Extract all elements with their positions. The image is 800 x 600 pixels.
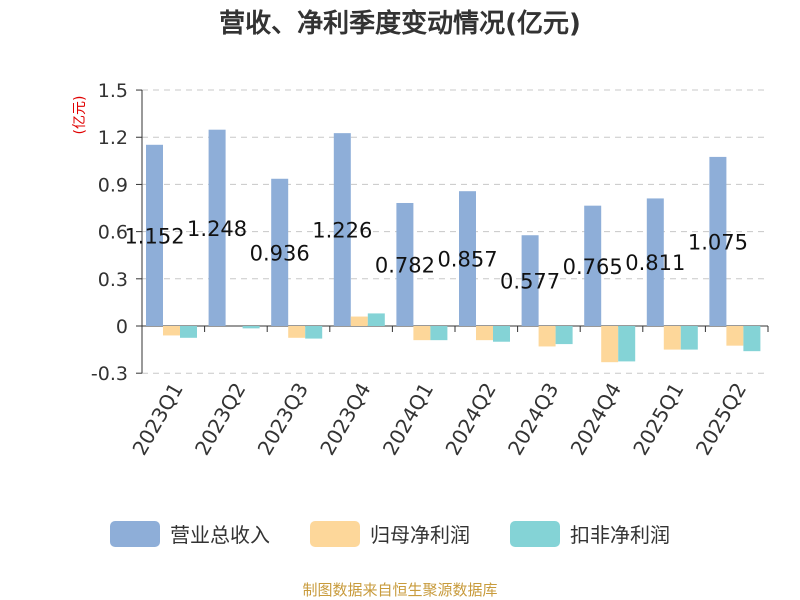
legend-item: 归母净利润 [310, 521, 470, 547]
y-tick-label: -0.3 [91, 363, 128, 385]
bars [146, 129, 761, 363]
data-label: 0.782 [375, 253, 435, 277]
deducted-profit-bar [493, 326, 510, 342]
chart-title: 营收、净利季度变动情况(亿元) [219, 8, 581, 39]
revenue-bar [271, 178, 289, 326]
deducted-profit-bar [555, 326, 573, 345]
net-profit-bar [726, 326, 744, 346]
data-label: 1.075 [688, 230, 748, 254]
x-tick-label: 2025Q2 [691, 379, 751, 460]
revenue-bar [459, 191, 476, 326]
legend-item: 营业总收入 [110, 521, 270, 547]
legend-label: 归母净利润 [370, 523, 470, 547]
legend-label: 扣非净利润 [570, 523, 670, 547]
y-tick-label: 0 [116, 316, 128, 338]
legend-item: 扣非净利润 [510, 521, 670, 547]
net-profit-bar [663, 326, 681, 350]
y-axis-ticks: 1.5 1.2 0.9 0.6 0.3 0 -0.3 [91, 80, 142, 385]
net-profit-bar [163, 326, 180, 336]
x-tick-label: 2023Q4 [315, 379, 375, 460]
deducted-profit-bar [367, 313, 385, 326]
revenue-bar [396, 202, 414, 326]
data-label: 0.857 [437, 248, 497, 272]
x-tick-label: 2024Q4 [566, 379, 626, 460]
net-profit-bar [601, 326, 619, 363]
x-tick-label: 2023Q1 [127, 379, 187, 460]
data-label: 0.936 [250, 241, 310, 265]
source-note: 制图数据来自恒生聚源数据库 [302, 581, 497, 599]
x-tick-label: 2025Q1 [628, 379, 688, 460]
net-profit-bar [476, 326, 493, 341]
legend-swatch [310, 521, 360, 547]
legend-label: 营业总收入 [170, 523, 270, 547]
y-axis-unit-label: (亿元) [72, 96, 88, 135]
deducted-profit-bar [180, 326, 197, 338]
deducted-profit-bar [680, 326, 698, 350]
x-tick-label: 2023Q2 [190, 379, 250, 460]
deducted-profit-bar [430, 326, 448, 341]
data-label: 0.765 [563, 255, 623, 279]
deducted-profit-bar [743, 326, 761, 352]
y-tick-label: 0.6 [98, 222, 128, 244]
data-label: 1.226 [312, 219, 372, 243]
deducted-profit-bar [618, 326, 636, 362]
y-tick-label: 0.3 [98, 269, 128, 291]
x-tick-label: 2024Q1 [378, 379, 438, 460]
y-tick-label: 1.2 [98, 127, 128, 149]
data-label: 1.152 [124, 224, 184, 248]
net-profit-bar [538, 326, 556, 347]
revenue-bar [521, 235, 539, 326]
grid-lines [142, 89, 768, 374]
revenue-bar [709, 156, 727, 326]
y-tick-label: 0.9 [98, 174, 128, 196]
data-label: 1.248 [187, 217, 247, 241]
data-label: 0.577 [500, 270, 560, 294]
y-tick-label: 1.5 [98, 80, 128, 102]
deducted-profit-bar [305, 326, 323, 339]
net-profit-bar [288, 326, 306, 338]
revenue-bar [146, 144, 163, 326]
x-tick-label: 2024Q2 [440, 379, 500, 460]
legend-swatch [110, 521, 160, 547]
net-profit-bar [350, 316, 368, 326]
revenue-bar [208, 129, 226, 326]
legend-swatch [510, 521, 560, 547]
x-tick-label: 2023Q3 [253, 379, 313, 460]
legend: 营业总收入 归母净利润 扣非净利润 [110, 521, 670, 547]
x-tick-label: 2024Q3 [503, 379, 563, 460]
revenue-bar [584, 205, 602, 326]
revenue-bar [333, 133, 351, 326]
deducted-profit-bar [242, 326, 260, 329]
revenue-bar [646, 198, 664, 326]
data-label: 0.811 [625, 251, 685, 275]
net-profit-bar [413, 326, 431, 341]
